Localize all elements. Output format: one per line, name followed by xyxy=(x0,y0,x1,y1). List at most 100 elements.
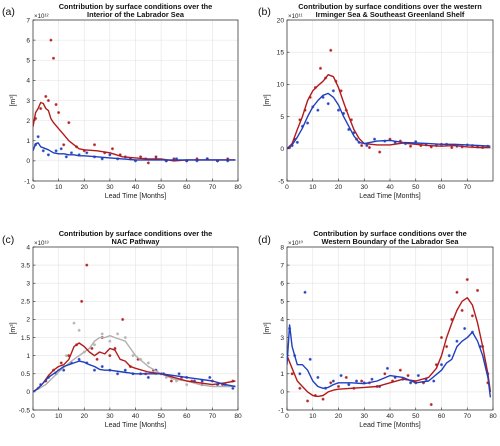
plot-series xyxy=(287,48,491,154)
data-point-gray xyxy=(72,321,76,325)
data-point-mark xyxy=(123,368,127,372)
x-tick-label: 60 xyxy=(438,413,446,420)
data-point-mark xyxy=(460,309,464,312)
data-point-mark xyxy=(432,379,436,383)
y-tick-label: 7 xyxy=(26,17,30,24)
y-tick-label: 2 xyxy=(26,118,30,125)
data-point-gray xyxy=(108,339,112,343)
series-line-blue xyxy=(287,92,491,150)
data-point-mark xyxy=(295,141,299,144)
data-point-red xyxy=(383,372,387,376)
y-tick-label: -1 xyxy=(278,407,284,414)
data-point-mark xyxy=(337,385,340,388)
x-tick-label: 10 xyxy=(55,413,63,420)
series-line-blue xyxy=(33,360,236,393)
y-tick-label: 2 xyxy=(26,317,30,324)
data-point-mark xyxy=(47,153,50,157)
data-point-mark xyxy=(386,367,389,370)
panel-1: 0 10 20 30 40 50 60 70 80-101234567Contribution … xyxy=(2,2,242,200)
data-point-mark xyxy=(62,368,66,372)
data-point-gray xyxy=(146,361,150,365)
y-tick-label: 15 xyxy=(277,50,285,57)
y-tick-label: 0.5 xyxy=(21,371,30,378)
panel-3: 0 10 20 30 40 50 60 70 80-0.500.511.522.533.54Co… xyxy=(2,229,242,429)
data-point-mark xyxy=(123,336,127,339)
data-point-mark xyxy=(177,372,181,376)
y-tick-label: 3.5 xyxy=(21,262,30,269)
data-point-mark xyxy=(100,365,104,368)
data-point-mark xyxy=(329,381,333,385)
data-point-mark xyxy=(93,143,96,147)
data-point-mark xyxy=(52,56,55,60)
data-point-red xyxy=(90,346,94,350)
data-point-mark xyxy=(121,318,124,321)
data-point-mark xyxy=(370,377,374,381)
data-point-blue xyxy=(447,354,451,358)
y-axis-label: [m³] xyxy=(10,94,17,106)
data-point-mark xyxy=(306,121,309,125)
data-point-blue xyxy=(337,108,340,112)
data-point-mark xyxy=(147,361,150,365)
data-point-red xyxy=(121,317,125,321)
data-point-red xyxy=(318,66,322,70)
data-point-mark xyxy=(355,379,358,383)
data-point-mark xyxy=(93,343,96,347)
data-point-mark xyxy=(49,38,53,42)
data-point-mark xyxy=(44,95,48,98)
plot-series xyxy=(33,263,236,393)
data-point-red xyxy=(146,161,150,165)
data-point-mark xyxy=(116,332,119,336)
data-point-mark xyxy=(59,361,63,365)
data-point-mark xyxy=(108,354,112,357)
data-point-red xyxy=(378,150,382,154)
data-point-mark xyxy=(85,151,89,155)
y-axis-multiplier: ×10¹⁰ xyxy=(288,240,304,247)
data-point-mark xyxy=(373,137,376,141)
data-point-blue xyxy=(85,151,89,155)
x-axis-label: Lead Time [Months] xyxy=(105,422,167,429)
data-point-blue xyxy=(347,383,351,387)
chart-title-line2: Interior of the Labrador Sea xyxy=(87,10,185,19)
x-tick-label: 10 xyxy=(309,184,317,191)
data-point-mark xyxy=(77,357,81,361)
data-point-mark xyxy=(67,354,71,357)
data-point-mark xyxy=(440,336,443,339)
data-point-red xyxy=(108,354,112,358)
data-point-mark xyxy=(321,95,325,99)
data-point-mark xyxy=(185,383,189,386)
data-point-blue xyxy=(409,381,413,385)
panel-label: (b) xyxy=(258,6,271,18)
data-point-red xyxy=(398,368,402,372)
chart-title-line2: NAC Pathway xyxy=(111,237,160,246)
x-tick-label: 30 xyxy=(106,413,114,420)
data-point-red xyxy=(344,375,348,379)
x-tick-label: 20 xyxy=(81,413,89,420)
data-point-mark xyxy=(62,143,66,147)
data-point-mark xyxy=(316,108,320,112)
data-point-blue xyxy=(295,140,299,144)
data-point-mark xyxy=(306,399,309,403)
data-point-gray xyxy=(64,354,68,358)
y-tick-label: -0.5 xyxy=(19,407,31,414)
data-point-blue xyxy=(440,363,443,367)
data-point-mark xyxy=(290,372,294,376)
data-point-mark xyxy=(417,374,420,377)
data-point-red xyxy=(429,403,433,407)
data-point-mark xyxy=(36,135,40,139)
data-point-red xyxy=(95,357,99,361)
x-tick-label: 40 xyxy=(132,184,140,191)
y-tick-label: 0 xyxy=(26,389,30,396)
x-axis-label: Lead Time [Months] xyxy=(359,193,421,200)
y-tick-label: 5 xyxy=(280,114,284,121)
data-point-blue xyxy=(432,379,436,383)
chart-title-line1: Contribution by surface conditions over … xyxy=(59,2,213,11)
data-point-blue xyxy=(370,377,374,381)
y-axis-label: [m³] xyxy=(264,94,271,106)
y-tick-label: -1 xyxy=(24,178,30,185)
data-point-blue xyxy=(100,365,104,369)
data-point-mark xyxy=(208,376,212,379)
y-tick-label: 6 xyxy=(280,281,284,288)
data-point-mark xyxy=(406,374,410,377)
y-tick-label: 6 xyxy=(26,37,30,44)
